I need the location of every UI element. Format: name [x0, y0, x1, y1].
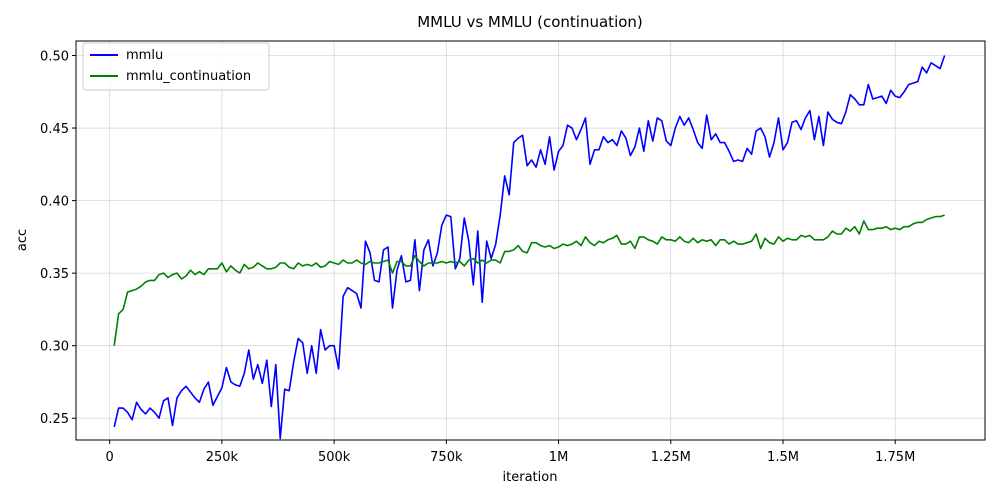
y-tick-label: 0.50	[40, 50, 69, 65]
y-tick-label: 0.25	[40, 412, 69, 427]
legend-box	[82, 42, 270, 91]
x-tick-label: 1M	[549, 450, 569, 465]
x-tick-label: 1.5M	[767, 450, 799, 465]
y-tick-label: 0.45	[40, 122, 69, 137]
x-tick-label: 1.75M	[875, 450, 915, 465]
x-tick-label: 1.25M	[651, 450, 691, 465]
x-tick-label: 500k	[318, 450, 351, 465]
y-tick-label: 0.35	[40, 267, 69, 282]
x-tick-label: 0	[106, 450, 114, 465]
legend-label-mmlu-continuation: mmlu_continuation	[126, 69, 251, 84]
y-tick-label: 0.30	[40, 340, 69, 355]
x-tick-label: 750k	[430, 450, 463, 465]
x-tick-label: 250k	[206, 450, 239, 465]
y-tick-label: 0.40	[40, 195, 69, 210]
y-axis-label: acc	[15, 229, 30, 251]
axis-ticks: 0 250k 500k 750k 1M 1.25M 1.5M 1.75M 0.25 0.30 0.3…	[40, 50, 915, 465]
series-lines	[113, 55, 946, 440]
legend-label-mmlu: mmlu	[126, 48, 163, 63]
series-line-mmlu-continuation	[113, 214, 945, 346]
legend: mmlu mmlu_continuation	[82, 42, 270, 91]
x-axis-label: iteration	[503, 470, 558, 485]
plot-frame	[75, 40, 986, 441]
series-line-mmlu	[113, 55, 946, 440]
chart-title: MMLU vs MMLU (continuation)	[417, 13, 643, 31]
